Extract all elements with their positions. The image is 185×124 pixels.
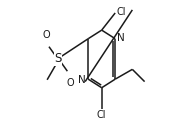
Text: N: N [117, 33, 125, 43]
Text: Cl: Cl [117, 7, 126, 17]
Text: S: S [54, 52, 62, 65]
Text: O: O [43, 30, 50, 40]
Text: N: N [78, 75, 86, 85]
Text: O: O [66, 78, 74, 88]
Text: Cl: Cl [97, 110, 106, 120]
